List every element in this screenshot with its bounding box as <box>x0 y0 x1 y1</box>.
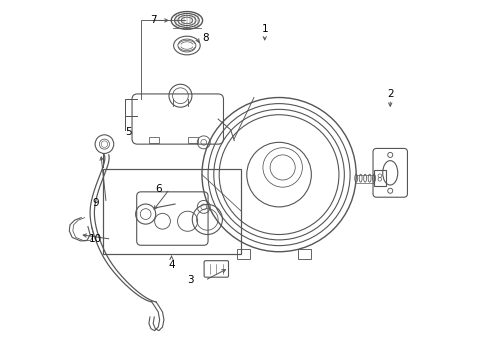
Bar <box>188 137 198 143</box>
Text: 6: 6 <box>156 184 162 194</box>
Text: 5: 5 <box>125 127 132 136</box>
Bar <box>237 249 250 259</box>
Text: 10: 10 <box>89 234 102 244</box>
Text: 2: 2 <box>387 89 393 99</box>
Bar <box>298 249 311 259</box>
Text: 4: 4 <box>168 260 175 270</box>
Text: 1: 1 <box>261 24 268 35</box>
Text: 7: 7 <box>150 15 157 26</box>
Bar <box>103 169 242 253</box>
Text: 8: 8 <box>202 33 209 43</box>
Text: 9: 9 <box>92 198 99 208</box>
Text: 3: 3 <box>187 275 194 285</box>
Bar <box>374 170 386 186</box>
Bar <box>148 137 159 143</box>
